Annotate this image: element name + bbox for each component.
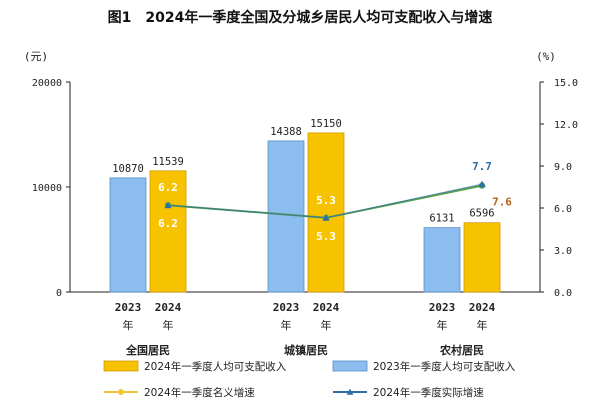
left-tick-label: 10000: [32, 183, 62, 194]
x-tick-year-2024: 2024: [469, 301, 496, 314]
legend-swatch-bar: [332, 360, 368, 372]
real-growth-point: [478, 180, 486, 188]
x-tick-year-suffix: 年: [321, 318, 332, 332]
x-tick-year-2024: 2024: [155, 301, 182, 314]
x-tick-year-suffix: 年: [163, 318, 174, 332]
bar-2024-value-label: 6596: [469, 208, 494, 220]
bar-2024: [463, 222, 501, 293]
x-tick-year-suffix: 年: [281, 318, 292, 332]
legend-label: 2024年一季度名义增速: [144, 386, 255, 399]
x-tick-year-suffix: 年: [477, 318, 488, 332]
group-label: 农村居民: [439, 343, 484, 357]
right-tick-label: 0.0: [554, 288, 572, 299]
x-tick-year-2024: 2024: [313, 301, 340, 314]
right-tick-label: 12.0: [554, 120, 578, 131]
nominal-growth-label: 5.3: [316, 230, 336, 243]
left-axis-unit: (元): [24, 50, 48, 63]
real-growth-label: 6.2: [158, 181, 178, 194]
legend-label: 2024年一季度实际增速: [373, 386, 484, 399]
bar-2024: [149, 170, 187, 293]
bar-2023-value-label: 14388: [270, 126, 302, 138]
right-tick-label: 15.0: [554, 78, 578, 89]
left-tick-label: 0: [56, 288, 62, 299]
legend-swatch-bar: [103, 360, 139, 372]
right-axis-unit: (%): [536, 50, 556, 63]
nominal-growth-label: 6.2: [158, 217, 178, 230]
legend-swatch-marker: [346, 388, 354, 395]
bar-2024-value-label: 15150: [310, 118, 342, 130]
right-tick-label: 6.0: [554, 204, 572, 215]
real-growth-point: [322, 214, 330, 221]
bar-2023: [109, 177, 147, 293]
bar-2023-value-label: 10870: [112, 163, 144, 175]
x-tick-year-suffix: 年: [437, 318, 448, 332]
chart-title: 图1 2024年一季度全国及分城乡居民人均可支配收入与增速: [108, 9, 493, 26]
x-tick-year-2023: 2023: [273, 301, 300, 314]
left-tick-label: 20000: [32, 78, 62, 89]
legend-label: 2024年一季度人均可支配收入: [144, 360, 287, 373]
bar-2024-value-label: 11539: [152, 156, 184, 168]
bar-2024: [307, 132, 345, 293]
real-growth-point: [164, 201, 172, 209]
group-label: 全国居民: [125, 343, 170, 357]
right-tick-label: 3.0: [554, 246, 572, 257]
group-label: 城镇居民: [284, 343, 328, 357]
legend: 2024年一季度人均可支配收入 2023年一季度人均可支配收入 2024年一季度名义…: [103, 360, 516, 399]
plot-area: 0 10000 20000 0.0 3.0 6.0 9.0 12.0 15.0 10870 1153…: [32, 78, 578, 357]
x-tick-year-2023: 2023: [115, 301, 142, 314]
real-growth-label: 7.7: [472, 160, 492, 173]
bar-2023-value-label: 6131: [429, 213, 454, 225]
x-tick-year-2023: 2023: [429, 301, 456, 314]
legend-swatch-marker: [118, 389, 124, 395]
legend-label: 2023年一季度人均可支配收入: [373, 360, 516, 373]
x-tick-year-suffix: 年: [123, 318, 134, 332]
right-tick-label: 9.0: [554, 162, 572, 173]
real-growth-label: 5.3: [316, 194, 336, 207]
nominal-growth-label: 7.6: [492, 196, 512, 209]
bar-2023: [423, 227, 461, 293]
